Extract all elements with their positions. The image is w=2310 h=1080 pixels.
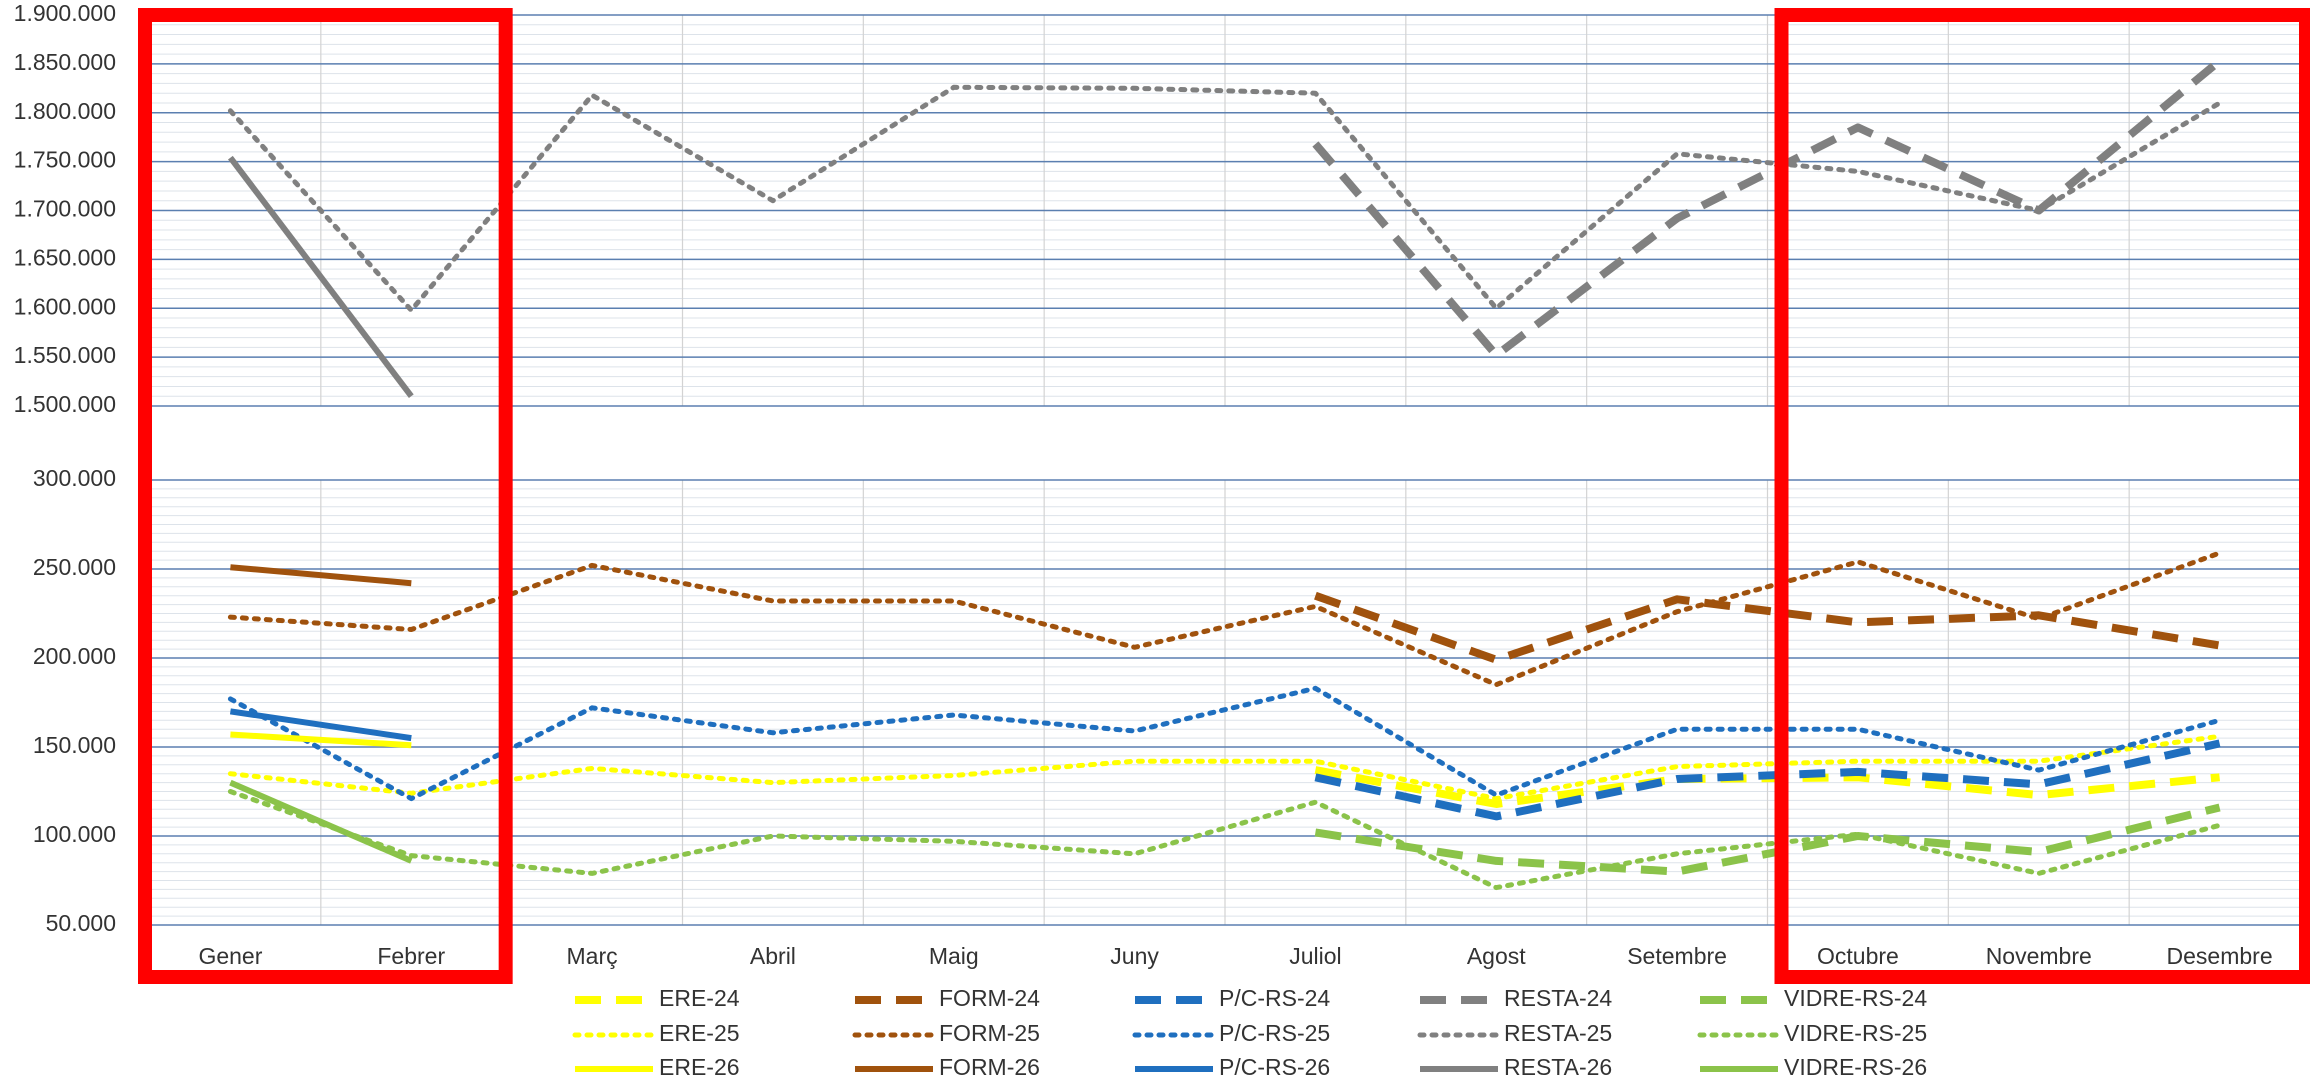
lower-y-tick-label: 250.000	[33, 554, 116, 580]
upper-y-tick-label: 1.550.000	[14, 342, 116, 368]
x-tick-label-maig: Maig	[929, 943, 979, 969]
x-tick-label-abril: Abril	[750, 943, 796, 969]
series-line-vidre-rs-24	[1314, 803, 2221, 876]
legend-label-p-c-rs-25: P/C-RS-25	[1219, 1020, 1330, 1046]
legend-label-form-25: FORM-25	[939, 1020, 1040, 1046]
series-line-form-24	[1314, 591, 2221, 664]
series-line-vidre-rs-25	[227, 789, 2223, 891]
lower-y-tick-label: 200.000	[33, 643, 116, 669]
legend-label-vidre-rs-26: VIDRE-RS-26	[1784, 1054, 1927, 1080]
series-line-p-c-rs-26	[229, 708, 412, 742]
legend-label-form-26: FORM-26	[939, 1054, 1040, 1080]
x-tick-label-novembre: Novembre	[1986, 943, 2092, 969]
series-line-form-26	[230, 564, 412, 587]
x-tick-label-juny: Juny	[1110, 943, 1159, 969]
x-tick-label-febrer: Febrer	[377, 943, 445, 969]
legend-label-resta-25: RESTA-25	[1504, 1020, 1612, 1046]
series-line-ere-26	[230, 731, 412, 749]
lower-y-tick-label: 300.000	[33, 465, 116, 491]
legend-label-ere-24: ERE-24	[659, 985, 740, 1011]
upper-y-tick-label: 1.500.000	[14, 391, 116, 417]
series-line-resta-26	[228, 155, 414, 399]
x-tick-label-octubre: Octubre	[1817, 943, 1899, 969]
upper-y-tick-label: 1.850.000	[14, 49, 116, 75]
legend-label-resta-26: RESTA-26	[1504, 1054, 1612, 1080]
x-tick-label-gener: Gener	[198, 943, 262, 969]
upper-y-tick-label: 1.800.000	[14, 98, 116, 124]
highlight-box-1	[138, 8, 513, 984]
legend-label-ere-26: ERE-26	[659, 1054, 740, 1080]
x-tick-label-juliol: Juliol	[1289, 943, 1341, 969]
legend-label-resta-24: RESTA-24	[1504, 985, 1612, 1011]
x-tick-label-desembre: Desembre	[2167, 943, 2273, 969]
x-tick-label-setembre: Setembre	[1627, 943, 1727, 969]
x-tick-label-març: Març	[567, 943, 618, 969]
lower-y-tick-label: 100.000	[33, 821, 116, 847]
x-tick-label-agost: Agost	[1467, 943, 1526, 969]
upper-y-tick-label: 1.750.000	[14, 147, 116, 173]
upper-y-tick-label: 1.600.000	[14, 293, 116, 319]
legend-label-form-24: FORM-24	[939, 985, 1040, 1011]
legend-label-p-c-rs-24: P/C-RS-24	[1219, 985, 1330, 1011]
upper-y-tick-label: 1.700.000	[14, 196, 116, 222]
upper-y-tick-label: 1.650.000	[14, 244, 116, 270]
series-line-form-25	[227, 550, 2223, 688]
legend-label-vidre-rs-24: VIDRE-RS-24	[1784, 985, 1927, 1011]
series-line-resta-24	[1312, 57, 2223, 360]
lower-y-tick-label: 50.000	[46, 910, 116, 936]
legend-label-p-c-rs-26: P/C-RS-26	[1219, 1054, 1330, 1080]
series-line-p-c-rs-25	[227, 685, 2223, 802]
lower-y-tick-label: 150.000	[33, 732, 116, 758]
legend-label-ere-25: ERE-25	[659, 1020, 740, 1046]
upper-y-tick-label: 1.900.000	[14, 0, 116, 26]
series-line-p-c-rs-24	[1314, 739, 2221, 821]
highlight-box-2	[1774, 8, 2310, 984]
legend-label-vidre-rs-25: VIDRE-RS-25	[1784, 1020, 1927, 1046]
series-line-resta-25	[227, 84, 2223, 313]
series-line-ere-25	[227, 733, 2223, 802]
series-line-vidre-rs-26	[229, 779, 413, 864]
